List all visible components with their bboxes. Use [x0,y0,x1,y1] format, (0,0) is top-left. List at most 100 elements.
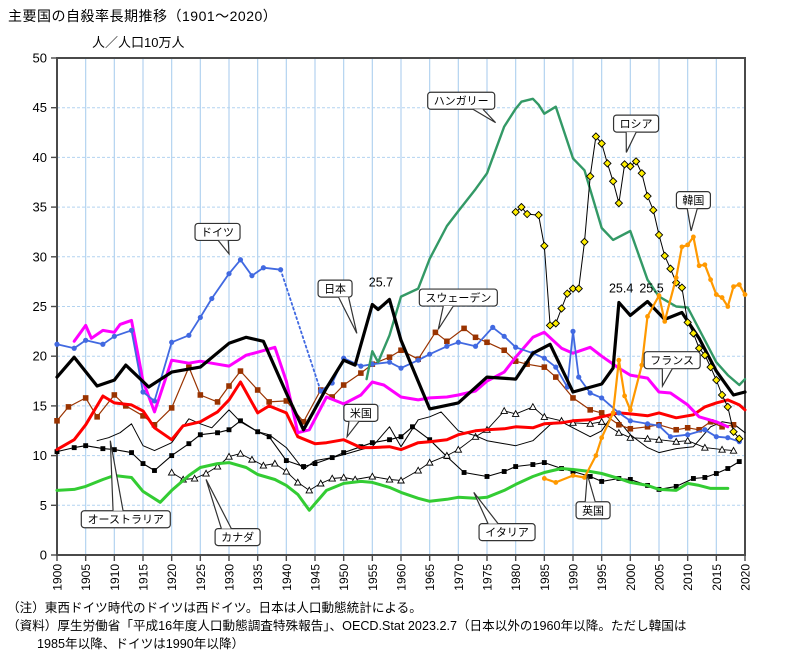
series-usa [55,380,747,452]
rect [111,447,117,453]
path [528,402,537,410]
path [614,198,624,208]
path [225,452,233,460]
rect [283,398,290,404]
series-label-italy: イタリア [485,526,529,539]
rect [432,329,439,336]
path [620,160,629,169]
path [718,445,727,453]
notes: （注）東西ドイツ時代のドイツは西ドイツ。日本は人口動態統計による。 （資料）厚生… [7,600,793,654]
circle [427,351,433,357]
series-label-korea: 韓国 [682,194,704,207]
series-label-france: フランス [650,355,694,367]
rect [329,394,335,400]
rect [300,419,307,425]
x-tick-label: 2005 [653,564,667,591]
path [517,202,526,212]
chart-svg: 0 5 10 15 20 25 30 35 40 45 50 1900 1905 1910 1915 1920… [33,51,753,591]
path [631,157,641,166]
path [655,435,663,443]
polyline [55,297,747,432]
circle [667,434,674,440]
rect [151,422,158,428]
rect [80,510,171,529]
circle [71,345,77,351]
circle [570,473,576,478]
circle [719,295,725,300]
rect [83,443,89,449]
rect [616,422,622,428]
circle [249,273,255,279]
rect [719,423,725,430]
axes: 0 5 10 15 20 25 30 35 40 45 50 1900 1905 1910 1915 1920… [33,51,753,591]
rect [684,424,691,431]
rect [340,382,347,388]
circle [685,432,691,438]
rect [123,403,129,409]
rect [501,469,507,474]
y-tick-label: 40 [33,150,47,165]
series-label-canada: カナダ [221,530,254,544]
rect [214,528,261,547]
series-label-japan: 日本 [324,282,346,296]
rect [696,426,702,433]
path [700,443,709,451]
path [683,436,692,444]
path [568,284,578,293]
circle [54,341,60,347]
path [414,466,423,474]
rect [702,475,708,480]
plot-border [56,57,746,556]
path [585,172,595,181]
circle [260,265,266,271]
x-tick-label: 1995 [595,564,609,591]
circle [226,271,232,277]
rect [215,430,220,436]
path [608,177,618,186]
path [338,296,358,334]
path [683,318,692,327]
circle [742,292,748,297]
path [686,208,698,232]
rect [673,483,679,489]
path [625,131,637,153]
path [270,459,279,467]
rect [152,468,157,473]
rect [736,459,742,465]
path [454,445,463,453]
rect [418,288,498,307]
x-tick-label: 1940 [280,564,294,591]
circle [713,292,719,297]
rect [644,423,651,430]
rect [111,392,118,398]
rect [541,364,548,370]
x-tick-label: 1955 [366,564,380,591]
rect [386,354,393,360]
rect [226,427,232,433]
x-tick-label: 2000 [624,564,638,591]
callout-russia: ロシア [612,114,660,153]
rect [673,426,679,433]
circle [673,275,679,281]
rect [713,471,719,476]
circle [691,234,696,240]
series-label-hungary: ハンガリー [434,95,489,108]
rect [512,358,519,364]
path [217,240,230,256]
circle [616,357,622,363]
rect [266,434,272,440]
circle [679,244,685,250]
circle [582,475,587,480]
rect [214,399,221,405]
rect [194,222,241,242]
path [637,169,647,178]
note-line-1: （注）東西ドイツ時代のドイツは西ドイツ。日本は人口動態統計による。 [7,601,422,615]
x-tick-label: 1990 [567,564,581,591]
callout-usa: 米国 [343,403,379,439]
x-tick-label: 2015 [710,564,724,591]
rect [541,460,547,465]
series-label-russia: ロシア [620,119,653,131]
circle [358,363,364,369]
series-label-usa: 米国 [350,407,372,420]
path [167,468,176,476]
